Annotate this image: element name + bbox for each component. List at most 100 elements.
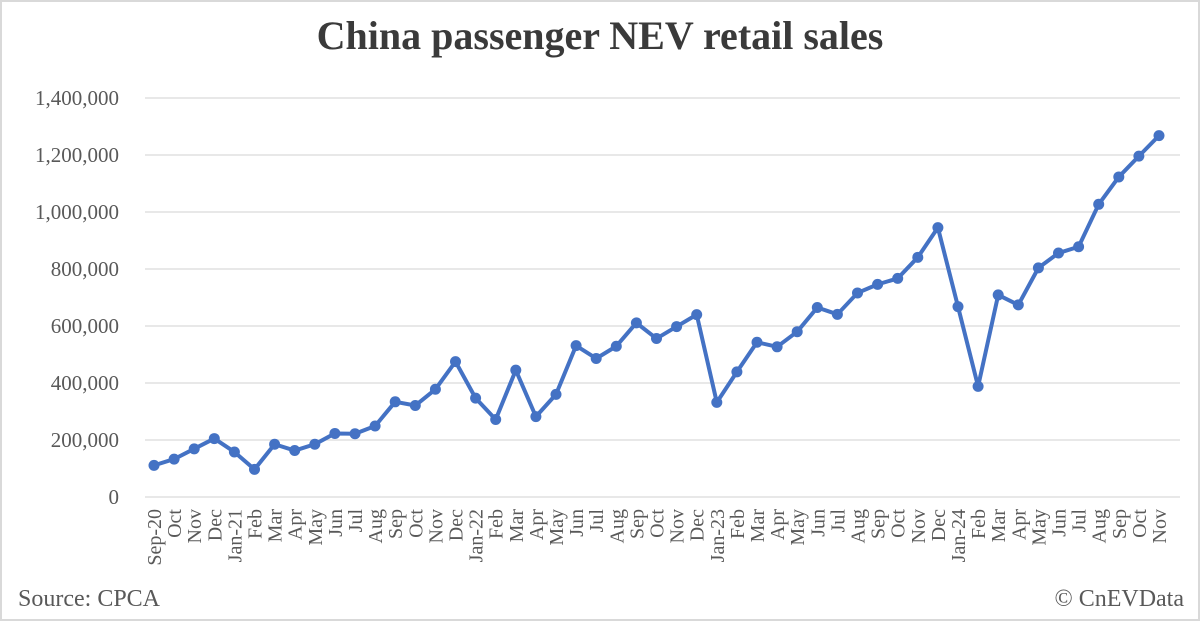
copyright-label: © CnEVData xyxy=(1054,586,1184,612)
data-point xyxy=(590,352,602,364)
x-axis-tick-label: Jun xyxy=(325,509,347,537)
x-axis-tick-label: Oct xyxy=(164,509,186,538)
x-axis-tick-label: Dec xyxy=(446,509,468,541)
data-point xyxy=(892,272,904,284)
x-axis-tick-label: Apr xyxy=(767,509,789,540)
data-point xyxy=(269,438,281,450)
data-point xyxy=(148,459,160,471)
data-point xyxy=(751,336,763,348)
data-point xyxy=(570,340,582,352)
x-axis-tick-label: Jan-24 xyxy=(948,509,970,562)
x-axis-tick-label: May xyxy=(787,509,809,546)
x-axis-tick-label: Jun xyxy=(807,509,829,537)
x-axis-tick-label: Aug xyxy=(848,509,870,543)
x-axis-tick-label: Mar xyxy=(747,509,769,543)
x-axis-tick-label: Oct xyxy=(647,509,669,538)
data-point xyxy=(1153,130,1165,142)
x-axis-tick-label: Jul xyxy=(586,509,608,533)
data-point xyxy=(691,309,703,321)
x-axis-tick-label: Jul xyxy=(827,509,849,533)
x-axis-tick-label: Apr xyxy=(526,509,548,540)
data-point xyxy=(470,392,482,404)
data-point xyxy=(530,411,542,423)
x-axis-tick-label: Jun xyxy=(566,509,588,537)
x-axis-tick-label: Jan-23 xyxy=(707,509,729,562)
x-axis-tick-label: Oct xyxy=(888,509,910,538)
x-axis-tick-label: Sep xyxy=(868,509,890,539)
data-point xyxy=(249,463,260,475)
y-axis-tick-label: 400,000 xyxy=(51,371,119,395)
x-axis-tick-label: Sep xyxy=(385,509,407,539)
data-point xyxy=(992,289,1004,301)
data-point xyxy=(168,453,180,465)
data-point xyxy=(208,433,220,445)
x-axis-tick-label: Aug xyxy=(606,509,628,543)
data-point xyxy=(329,427,341,439)
x-axis-tick-label: Feb xyxy=(968,509,990,539)
x-axis-tick-label: Oct xyxy=(405,509,427,538)
data-point xyxy=(450,356,461,368)
data-point xyxy=(550,388,562,400)
data-point xyxy=(349,428,361,440)
y-axis-tick-label: 1,000,000 xyxy=(35,200,119,224)
y-axis-tick-label: 1,200,000 xyxy=(35,143,119,167)
data-point xyxy=(651,333,662,345)
data-point xyxy=(711,396,723,408)
x-axis-tick-label: Nov xyxy=(184,509,206,543)
data-point xyxy=(1012,299,1024,311)
data-point xyxy=(188,443,200,455)
x-axis-tick-label: Apr xyxy=(1008,509,1030,540)
data-point xyxy=(630,317,642,329)
x-axis-tick-label: Jan-21 xyxy=(224,509,246,562)
x-axis-tick-label: Jan-22 xyxy=(466,509,488,562)
data-point xyxy=(429,383,441,395)
x-axis-tick-label: Jul xyxy=(1069,509,1091,533)
data-point xyxy=(872,278,884,290)
x-axis-tick-label: Apr xyxy=(285,509,307,540)
data-point xyxy=(1113,171,1125,183)
x-axis-tick-label: Nov xyxy=(425,509,447,543)
x-axis-tick-label: Jun xyxy=(1049,509,1071,537)
data-point xyxy=(1032,262,1044,274)
data-point xyxy=(771,341,783,353)
data-point xyxy=(671,321,683,333)
y-axis-tick-label: 800,000 xyxy=(51,257,119,281)
y-axis-tick-label: 0 xyxy=(109,485,120,509)
data-point xyxy=(932,222,944,234)
x-axis-tick-label: May xyxy=(546,509,568,546)
data-point xyxy=(1093,198,1105,210)
data-point xyxy=(1073,241,1085,253)
x-axis-tick-label: Sep-20 xyxy=(144,509,166,566)
x-axis-tick-label: Aug xyxy=(365,509,387,543)
x-axis-tick-label: Sep xyxy=(1109,509,1131,539)
y-axis-tick-label: 600,000 xyxy=(51,314,119,338)
data-point xyxy=(972,380,984,392)
data-point xyxy=(912,251,924,263)
data-point xyxy=(369,420,381,432)
x-axis-tick-label: Aug xyxy=(1089,509,1111,543)
data-point xyxy=(389,396,401,408)
data-point xyxy=(490,413,502,425)
x-axis-tick-label: Sep xyxy=(626,509,648,539)
y-axis-tick-label: 200,000 xyxy=(51,428,119,452)
x-axis-tick-label: Nov xyxy=(1149,509,1171,543)
x-axis-tick-label: Oct xyxy=(1129,509,1151,538)
x-axis-tick-label: Feb xyxy=(245,509,267,539)
x-axis-tick-label: May xyxy=(1028,509,1050,546)
data-point xyxy=(1053,247,1064,259)
x-axis-tick-label: Feb xyxy=(486,509,508,539)
data-point xyxy=(309,438,321,450)
data-point xyxy=(1133,150,1145,162)
data-point xyxy=(510,364,522,376)
data-point xyxy=(811,301,823,313)
chart-title: China passenger NEV retail sales xyxy=(316,13,884,58)
y-axis-tick-label: 1,400,000 xyxy=(35,86,119,110)
x-axis-tick-label: Dec xyxy=(204,509,226,541)
source-label: Source: CPCA xyxy=(18,586,161,612)
x-axis-tick-label: Mar xyxy=(988,509,1010,543)
data-point xyxy=(289,445,301,457)
data-point xyxy=(731,366,743,378)
data-point xyxy=(831,308,843,320)
